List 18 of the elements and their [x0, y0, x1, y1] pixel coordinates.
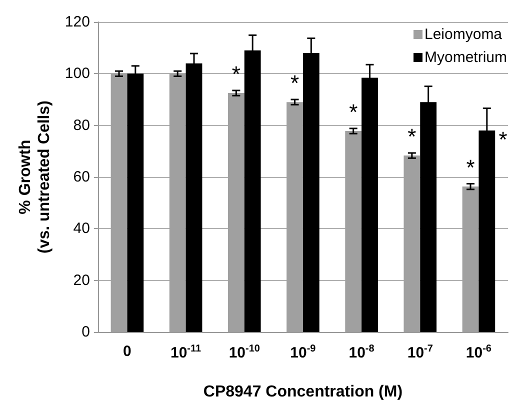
x-tick-label: 0 — [123, 343, 132, 360]
y-tick-label: 60 — [73, 168, 90, 186]
y-axis-title: % Growth (vs. untreated Cells) — [17, 100, 53, 254]
y-tick-label: 100 — [64, 65, 90, 82]
legend-label: Leiomyoma — [424, 26, 503, 43]
y-tick-label: 80 — [73, 116, 90, 134]
data-label: * — [466, 155, 476, 180]
data-label: * — [232, 62, 241, 87]
x-axis-title: CP8947 Concentration (M) — [203, 384, 403, 400]
data-label: * — [498, 127, 508, 152]
data-label: * — [290, 70, 300, 96]
y-tick-label: 40 — [73, 220, 90, 238]
y-tick-label: 120 — [64, 14, 90, 30]
y-tick-label: 0 — [82, 324, 90, 340]
data-label: * — [408, 124, 417, 150]
y-tick-label: 20 — [73, 272, 90, 289]
legend-label: Myometrium — [424, 49, 508, 66]
data-label: * — [349, 100, 358, 125]
